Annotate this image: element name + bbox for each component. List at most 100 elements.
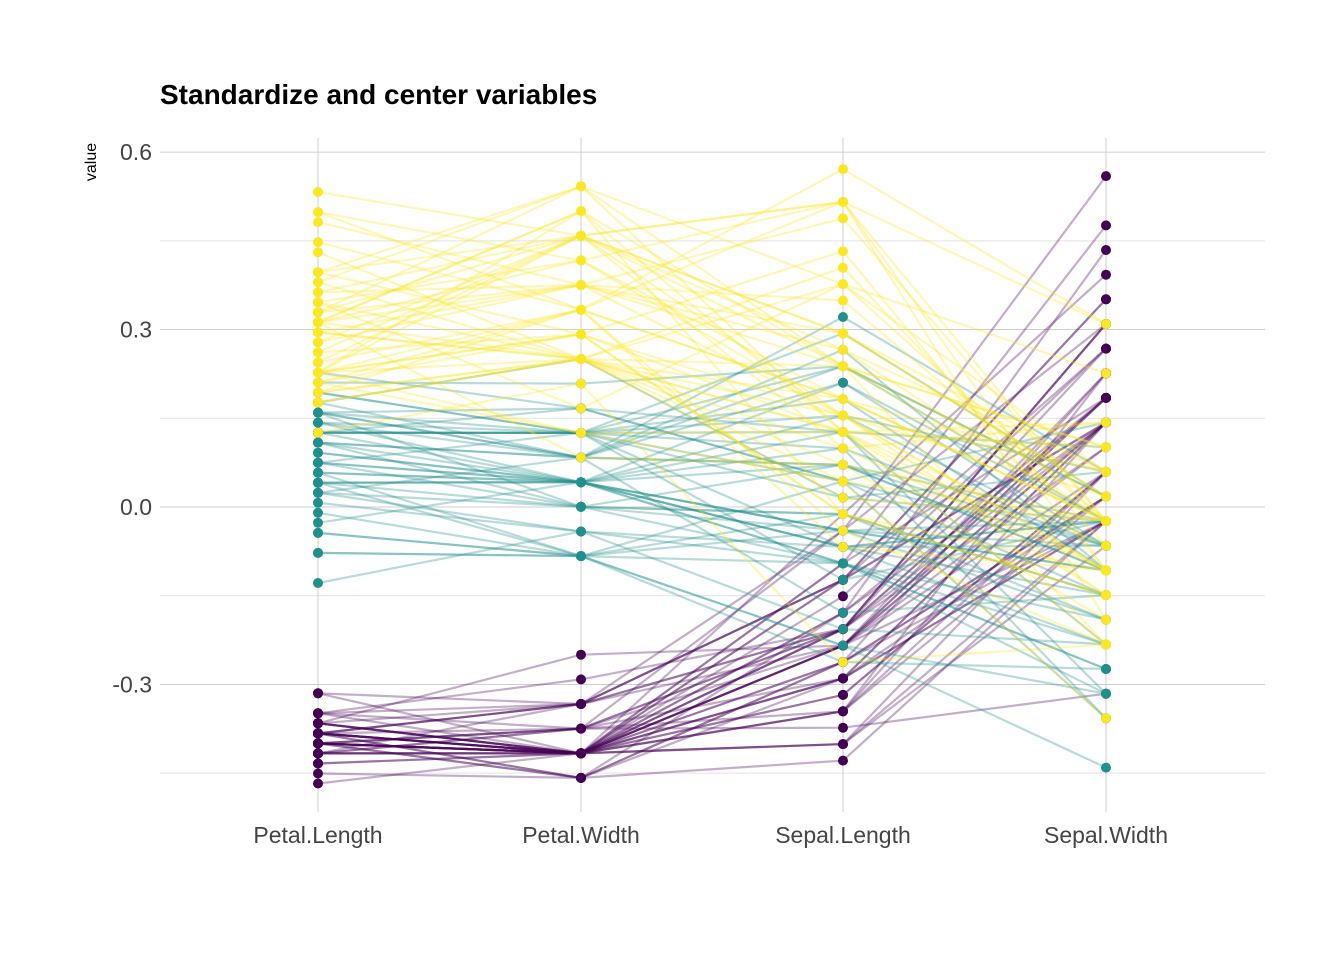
data-point-setosa [313,718,323,729]
series-line-virginica [317,190,1107,621]
y-tick-label: 0.6 [120,139,152,165]
series-line-setosa [317,470,1107,765]
series-line-setosa [317,421,1107,745]
series-line-setosa [317,495,1107,755]
series-line-virginica [317,333,1107,597]
data-point-versicolor [313,517,323,528]
data-point-versicolor [313,437,323,448]
series-line-setosa [317,446,1107,755]
series-line-versicolor [317,471,1107,549]
series-line-virginica [317,381,1107,720]
series-line-virginica [317,185,1107,375]
series-line-setosa [317,397,1107,755]
series-line-setosa [317,544,1107,755]
data-point-setosa [1101,171,1111,182]
data-point-setosa [838,722,848,733]
data-point-virginica [313,327,323,338]
data-point-versicolor [838,574,848,585]
data-point-virginica [313,187,323,197]
series-line-virginica [317,321,1107,621]
series-line-virginica [317,209,1107,572]
data-point-virginica [576,378,586,389]
data-point-versicolor [1101,688,1111,699]
series-line-versicolor [317,431,1107,572]
series-line-virginica [317,259,1107,523]
data-point-versicolor [1101,762,1111,773]
series-line-virginica [317,234,1107,473]
data-point-versicolor [838,640,848,651]
series-line-virginica [317,308,1107,646]
series-line-virginica [317,234,1107,523]
series-line-virginica [317,251,1107,547]
data-point-virginica [313,357,323,368]
data-point-virginica [1101,491,1111,502]
data-point-setosa [313,768,323,779]
series-line-versicolor [317,431,1107,547]
series-line-virginica [317,185,1107,449]
series-line-virginica [317,217,1107,522]
series-line-virginica [317,283,1107,523]
data-point-virginica [1101,368,1111,379]
series-line-setosa [317,273,1107,765]
series-line-setosa [317,397,1107,755]
data-point-virginica [313,277,323,288]
series-line-virginica [317,234,1107,473]
series-line-virginica [317,281,1107,473]
data-point-virginica [313,297,323,308]
series-line-versicolor [317,315,1107,473]
data-point-virginica [576,304,586,315]
series-line-versicolor [317,371,1107,597]
data-point-versicolor [313,447,323,458]
series-line-virginica [317,282,1107,522]
series-line-versicolor [317,431,1107,581]
data-point-virginica [313,247,323,258]
series-line-setosa [317,520,1107,755]
series-line-setosa [317,421,1107,755]
series-line-setosa [317,421,1107,755]
data-point-versicolor [1101,664,1111,674]
series-line-versicolor [317,447,1107,547]
data-point-setosa [838,689,848,700]
series-line-versicolor [317,421,1107,523]
data-point-virginica [313,207,323,218]
y-tick-label: 0.3 [120,317,152,343]
data-point-virginica [313,427,323,438]
data-point-versicolor [838,558,848,569]
series-line-setosa [317,224,1107,755]
data-point-virginica [838,328,848,339]
series-line-virginica [317,382,1107,664]
series-line-setosa [317,520,1107,745]
series-line-virginica [317,167,1107,325]
data-point-setosa [1101,392,1111,403]
series-line-versicolor [317,365,1107,523]
series-line-virginica [317,283,1107,522]
data-point-setosa [838,739,848,750]
series-line-setosa [317,495,1107,755]
series-line-virginica [317,333,1107,597]
data-point-setosa [313,738,323,749]
data-point-virginica [313,267,323,278]
data-point-versicolor [313,507,323,518]
series-line-versicolor [317,529,1107,621]
series-line-virginica [317,200,1107,572]
data-point-virginica [1101,639,1111,650]
series-line-setosa [317,323,1107,730]
x-tick-label: Sepal.Width [1044,822,1168,848]
data-point-virginica [838,459,848,470]
data-point-setosa [576,699,586,709]
series-line-virginica [317,308,1107,572]
data-point-setosa [576,649,586,660]
data-point-virginica [313,217,323,228]
data-point-virginica [838,196,848,207]
data-point-virginica [838,394,848,405]
series-line-versicolor [317,414,1107,473]
series-line-setosa [317,175,1107,735]
series-line-versicolor [317,407,1107,449]
series-line-setosa [317,372,1107,785]
series-line-virginica [317,259,1107,572]
data-point-setosa [313,688,323,699]
series-line-virginica [317,200,1107,522]
data-point-virginica [576,255,586,266]
data-point-virginica [313,287,323,298]
data-point-virginica [1101,442,1111,453]
